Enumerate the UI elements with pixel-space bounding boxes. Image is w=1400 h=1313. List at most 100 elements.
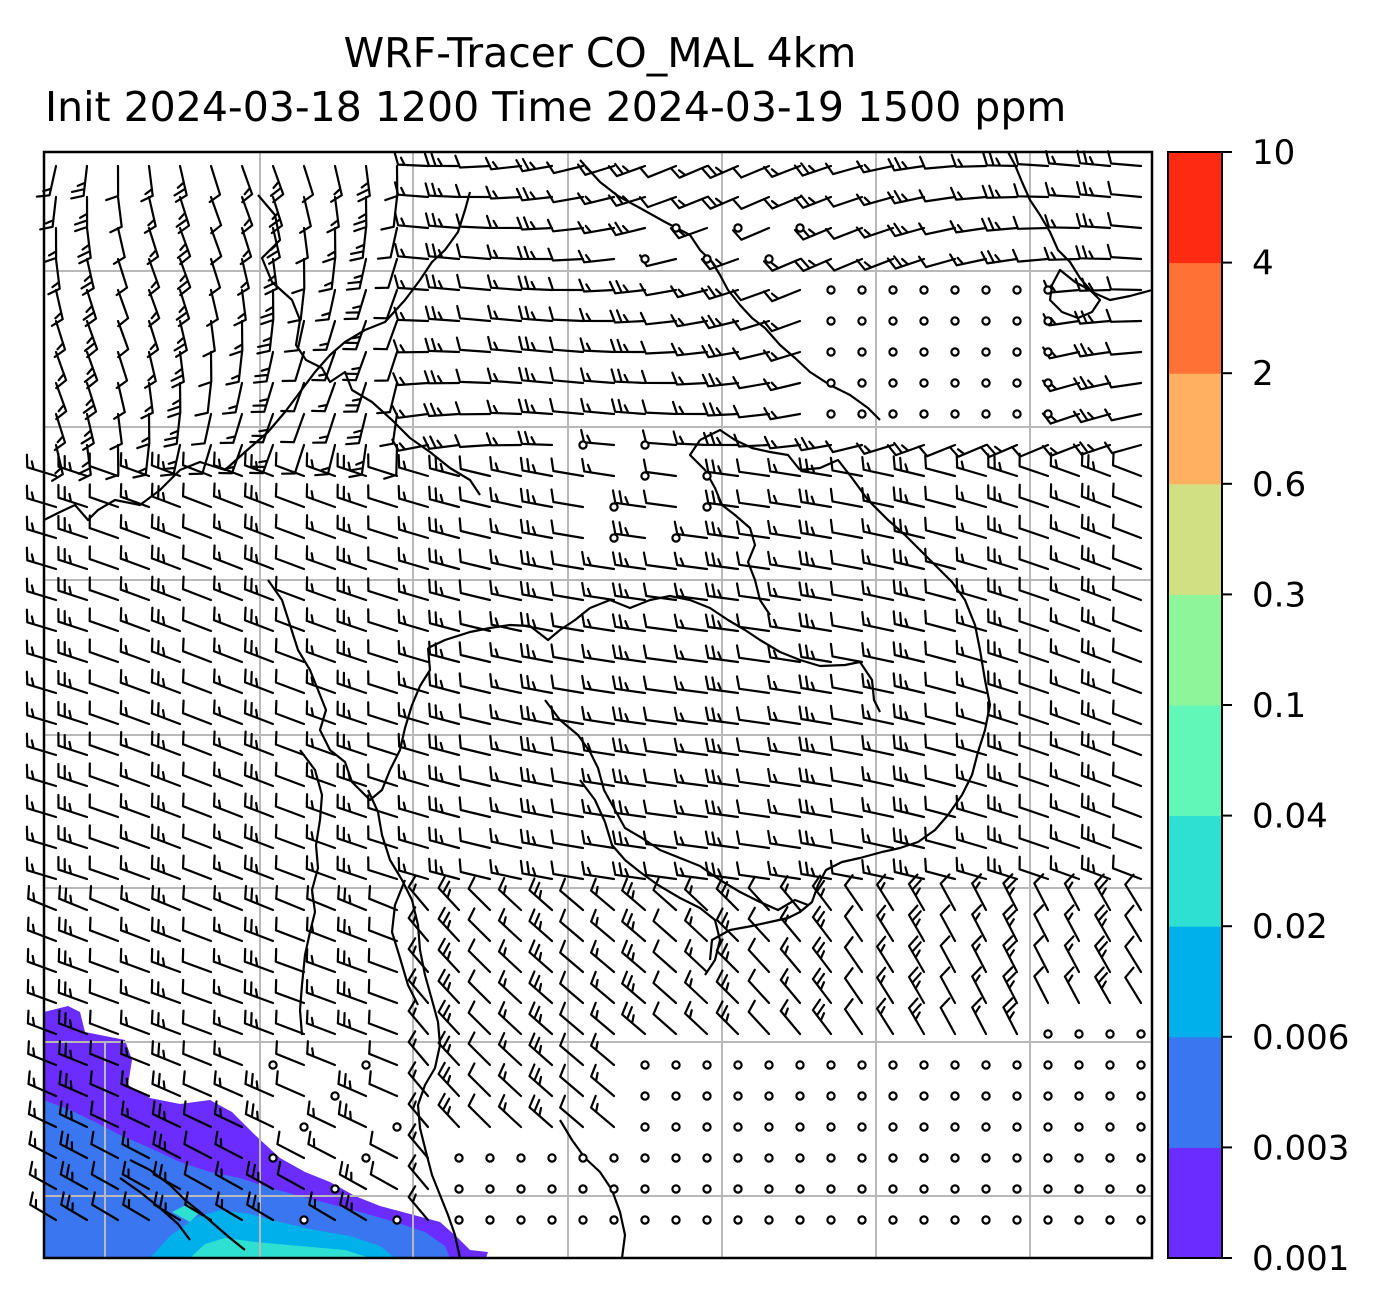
wind-barb	[307, 1130, 337, 1160]
wind-barb	[829, 642, 864, 664]
wind-barb	[437, 968, 461, 1005]
calm-wind-marker	[1012, 1153, 1022, 1163]
wind-barb	[528, 970, 554, 1005]
wind-barb	[25, 701, 58, 726]
calm-wind-marker	[826, 1091, 836, 1101]
calm-wind-marker	[702, 1215, 712, 1225]
wind-barb	[393, 306, 430, 323]
wind-barb	[735, 768, 771, 788]
wind-barb	[348, 443, 368, 479]
wind-barb	[1080, 451, 1112, 478]
wind-barb	[212, 792, 244, 819]
calm-wind-marker	[1012, 285, 1022, 295]
wind-barb	[559, 970, 585, 1005]
wind-barb	[368, 1040, 399, 1067]
wind-barb	[345, 412, 368, 446]
wind-barb	[861, 518, 895, 540]
wind-barb	[336, 638, 368, 664]
wind-barb	[311, 350, 337, 382]
wind-barb	[423, 402, 461, 418]
wind-barb	[987, 639, 1019, 664]
wind-barb	[621, 1001, 647, 1036]
wind-barb	[528, 877, 554, 912]
wind-barb	[1080, 544, 1112, 571]
wind-barb	[153, 1191, 182, 1222]
wind-barb	[243, 637, 275, 664]
wind-barb	[150, 513, 182, 540]
wind-barb	[212, 730, 244, 757]
wind-barb	[581, 457, 616, 478]
wind-barb	[121, 1130, 151, 1160]
wind-barb	[467, 1062, 492, 1098]
wind-barb	[519, 549, 554, 571]
wind-barb	[1111, 637, 1143, 664]
wind-barb	[280, 412, 306, 444]
wind-barb	[213, 1100, 244, 1129]
wind-barb	[702, 431, 740, 447]
wind-barb	[379, 412, 399, 448]
calm-wind-marker	[702, 1122, 712, 1132]
wind-barb	[779, 968, 802, 1005]
calm-wind-marker	[547, 1153, 557, 1163]
wind-barb	[829, 549, 864, 571]
wind-barb	[1072, 408, 1112, 424]
calm-wind-marker	[1012, 409, 1022, 419]
calm-wind-marker	[1012, 1091, 1022, 1101]
wind-barb	[243, 668, 275, 695]
wind-barb	[88, 452, 120, 478]
wind-barb	[1080, 792, 1112, 819]
calm-wind-marker	[795, 1153, 805, 1163]
wind-barb	[119, 793, 151, 819]
wind-barb	[89, 1040, 120, 1067]
wind-barb	[1002, 997, 1019, 1036]
wind-barb	[212, 978, 244, 1005]
wind-barb	[519, 859, 554, 881]
wind-barb	[1076, 181, 1112, 199]
wind-barb	[1080, 823, 1112, 850]
wind-barb	[987, 453, 1019, 478]
wind-barb	[767, 457, 802, 478]
wind-barb	[213, 1040, 244, 1067]
wind-barb	[876, 904, 895, 943]
wind-barb	[1111, 792, 1143, 819]
wind-barb	[1002, 904, 1019, 943]
calm-wind-marker	[888, 1060, 898, 1070]
wind-barb	[611, 861, 647, 881]
wind-barb	[1107, 212, 1143, 230]
wind-barb	[673, 861, 709, 881]
colorbar-ticks: 0.001 0.003 0.006 0.02 0.04 0.1 0.3 0.6 2 4 10	[1222, 133, 1349, 1279]
wind-barb	[336, 514, 368, 540]
wind-barb	[152, 1130, 182, 1160]
wind-barb	[47, 257, 61, 296]
wind-barb	[305, 762, 337, 788]
wind-barb	[1063, 935, 1081, 974]
wind-barb	[454, 154, 492, 169]
wind-barb	[798, 581, 833, 602]
wind-barb	[57, 1009, 89, 1036]
calm-wind-marker	[826, 1215, 836, 1225]
calm-wind-marker	[919, 1091, 929, 1101]
wind-barb	[184, 1191, 213, 1222]
wind-barb	[314, 288, 337, 322]
wind-barb	[266, 226, 281, 265]
calm-wind-marker	[299, 1215, 309, 1225]
wind-barb	[274, 1009, 306, 1036]
wind-barb	[548, 306, 585, 323]
calm-wind-marker	[857, 1060, 867, 1070]
wind-barb	[305, 916, 337, 943]
wind-barb	[673, 675, 709, 695]
wind-barb	[1080, 730, 1112, 757]
wind-barb	[611, 706, 647, 726]
wind-barb	[580, 428, 616, 447]
calm-wind-marker	[1136, 1215, 1146, 1225]
calm-wind-marker	[764, 1215, 774, 1225]
wind-barb	[428, 609, 461, 633]
wind-barb	[57, 452, 89, 478]
wind-barb	[336, 793, 368, 819]
calm-wind-marker	[950, 316, 960, 326]
wind-barb	[581, 798, 616, 819]
wind-barb	[336, 545, 368, 571]
wind-barb	[550, 767, 585, 788]
wind-barb	[673, 830, 709, 850]
wind-barb	[407, 1123, 430, 1160]
